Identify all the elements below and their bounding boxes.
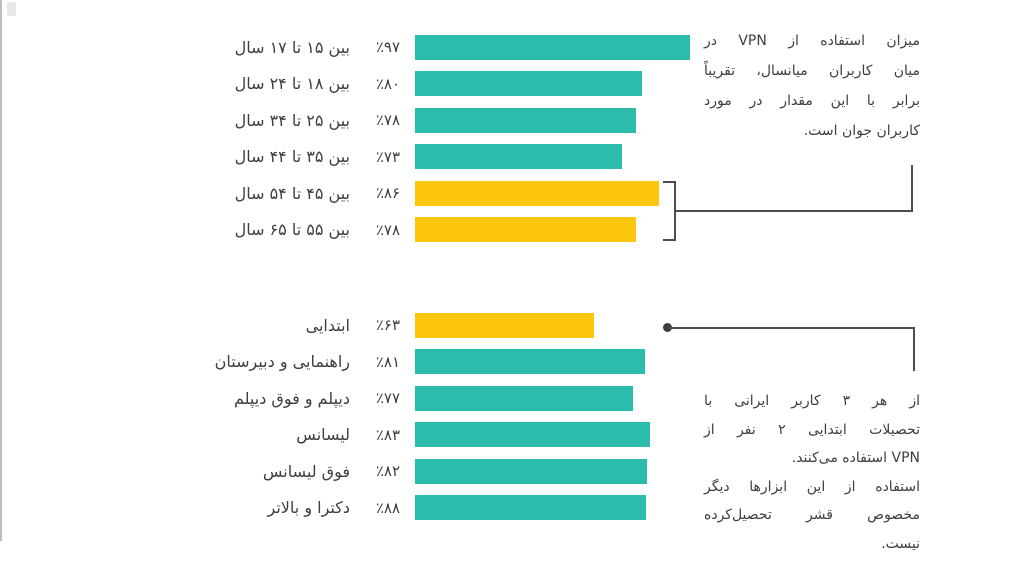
annotation-line: کاربران جوان است. — [803, 123, 920, 139]
category-label: بین ۱۸ تا ۲۴ سال — [234, 74, 350, 94]
category-label: ابتدایی — [305, 315, 350, 335]
bracket-connector — [663, 181, 676, 241]
value-label: ٪۶۳ — [375, 316, 400, 335]
annotation-line: میان کاربران میانسال، تقریباً — [704, 63, 920, 79]
chart-row: دکترا و بالاتر ٪۸۸ — [180, 490, 650, 527]
category-label: بین ۳۵ تا ۴۴ سال — [234, 147, 350, 167]
bar — [415, 458, 647, 484]
connector-line-horizontal — [676, 210, 913, 212]
annotation-line: از هر ۳ کاربر ایرانی با — [704, 393, 920, 409]
category-label: راهنمایی و دبیرستان — [214, 352, 350, 372]
value-label: ٪۸۳ — [375, 425, 400, 444]
bar — [415, 217, 636, 243]
corner-decoration — [7, 2, 16, 16]
category-label: دکترا و بالاتر — [267, 498, 350, 518]
education-bar-chart: ابتدایی ٪۶۳ راهنمایی و دبیرستان ٪۸۱ دیپلم و … — [180, 307, 650, 526]
value-label: ٪۷۳ — [375, 147, 400, 166]
chart-row: بین ۵۵ تا ۶۵ سال ٪۷۸ — [180, 212, 690, 249]
value-label: ٪۸۲ — [375, 462, 400, 481]
chart-row: دیپلم و فوق دیپلم ٪۷۷ — [180, 380, 650, 417]
chart-row: لیسانس ٪۸۳ — [180, 417, 650, 454]
chart-row: ابتدایی ٪۶۳ — [180, 307, 650, 344]
annotation-line: میزان استفاده از VPN در — [704, 33, 920, 49]
connector-line-horizontal — [668, 327, 915, 329]
annotation-line: مخصوص قشر تحصیل‌کرده — [704, 507, 920, 523]
value-label: ٪۹۷ — [375, 38, 400, 57]
category-label: بین ۱۵ تا ۱۷ سال — [234, 37, 350, 57]
annotation-line: استفاده از این ابزارها دیگر — [704, 478, 920, 495]
bar — [415, 180, 659, 206]
bar — [415, 107, 636, 133]
value-label: ٪۸۶ — [375, 184, 400, 203]
category-label: لیسانس — [296, 425, 350, 445]
education-annotation-text: از هر ۳ کاربر ایرانی با تحصیلات ابتدایی ۲… — [704, 387, 920, 558]
category-label: بین ۴۵ تا ۵۴ سال — [234, 183, 350, 203]
category-label: دیپلم و فوق دیپلم — [233, 388, 350, 408]
chart-row: بین ۳۵ تا ۴۴ سال ٪۷۳ — [180, 139, 690, 176]
chart-row: فوق لیسانس ٪۸۲ — [180, 453, 650, 490]
value-label: ٪۸۸ — [375, 498, 400, 517]
bar — [415, 349, 645, 375]
page-edge-line — [0, 0, 2, 541]
value-label: ٪۸۱ — [375, 352, 400, 371]
bar — [415, 495, 646, 521]
connector-dot — [663, 323, 672, 332]
age-annotation-text: میزان استفاده از VPN در میان کاربران میان… — [704, 26, 920, 146]
value-label: ٪۷۷ — [375, 389, 400, 408]
chart-row: بین ۲۵ تا ۳۴ سال ٪۷۸ — [180, 102, 690, 139]
chart-row: بین ۱۵ تا ۱۷ سال ٪۹۷ — [180, 29, 690, 66]
bar — [415, 71, 642, 97]
age-bar-chart: بین ۱۵ تا ۱۷ سال ٪۹۷ بین ۱۸ تا ۲۴ سال ٪۸۰ بی… — [180, 29, 690, 248]
bar — [415, 312, 594, 338]
annotation-line: VPN استفاده می‌کنند. — [791, 450, 920, 466]
bar — [415, 422, 650, 448]
annotation-line: تحصیلات ابتدایی ۲ نفر از — [704, 421, 920, 438]
value-label: ٪۷۸ — [375, 111, 400, 130]
value-label: ٪۸۰ — [375, 74, 400, 93]
bar — [415, 34, 690, 60]
connector-line-vertical — [913, 327, 915, 371]
annotation-line: نیست. — [881, 535, 920, 552]
category-label: بین ۲۵ تا ۳۴ سال — [234, 110, 350, 130]
chart-row: بین ۴۵ تا ۵۴ سال ٪۸۶ — [180, 175, 690, 212]
annotation-line: برابر با این مقدار در مورد — [704, 93, 920, 109]
category-label: فوق لیسانس — [262, 461, 350, 481]
bar — [415, 385, 633, 411]
category-label: بین ۵۵ تا ۶۵ سال — [234, 220, 350, 240]
chart-row: بین ۱۸ تا ۲۴ سال ٪۸۰ — [180, 66, 690, 103]
bar — [415, 144, 622, 170]
value-label: ٪۷۸ — [375, 220, 400, 239]
chart-row: راهنمایی و دبیرستان ٪۸۱ — [180, 344, 650, 381]
connector-line-vertical — [911, 165, 913, 212]
